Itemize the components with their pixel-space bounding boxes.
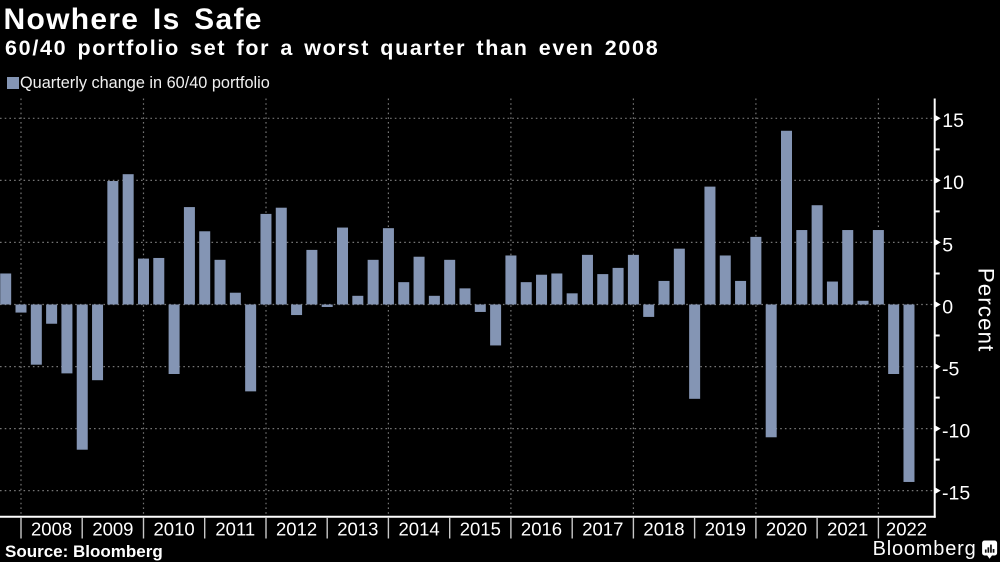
svg-text:15: 15	[942, 110, 964, 132]
svg-text:Bloomberg: Bloomberg	[873, 538, 977, 560]
svg-text:2014: 2014	[399, 519, 440, 540]
svg-text:-10: -10	[942, 420, 970, 442]
svg-text:2009: 2009	[92, 519, 133, 540]
svg-text:2020: 2020	[766, 519, 807, 540]
svg-text:2011: 2011	[215, 519, 255, 540]
svg-text:2012: 2012	[276, 519, 317, 540]
svg-text:2017: 2017	[582, 519, 623, 540]
svg-text:5: 5	[942, 234, 953, 256]
svg-text:2022: 2022	[886, 519, 927, 540]
svg-text:2008: 2008	[31, 519, 72, 540]
svg-text:10: 10	[942, 172, 964, 194]
svg-text:2019: 2019	[705, 519, 746, 540]
svg-text:2015: 2015	[460, 519, 501, 540]
svg-text:Percent: Percent	[974, 268, 999, 353]
svg-text:-15: -15	[942, 482, 970, 504]
svg-text:-5: -5	[942, 358, 959, 380]
svg-text:2018: 2018	[643, 519, 684, 540]
svg-text:0: 0	[942, 296, 953, 318]
svg-text:2010: 2010	[154, 519, 195, 540]
svg-text:2016: 2016	[521, 519, 562, 540]
svg-text:2021: 2021	[827, 519, 868, 540]
svg-text:2013: 2013	[337, 519, 378, 540]
